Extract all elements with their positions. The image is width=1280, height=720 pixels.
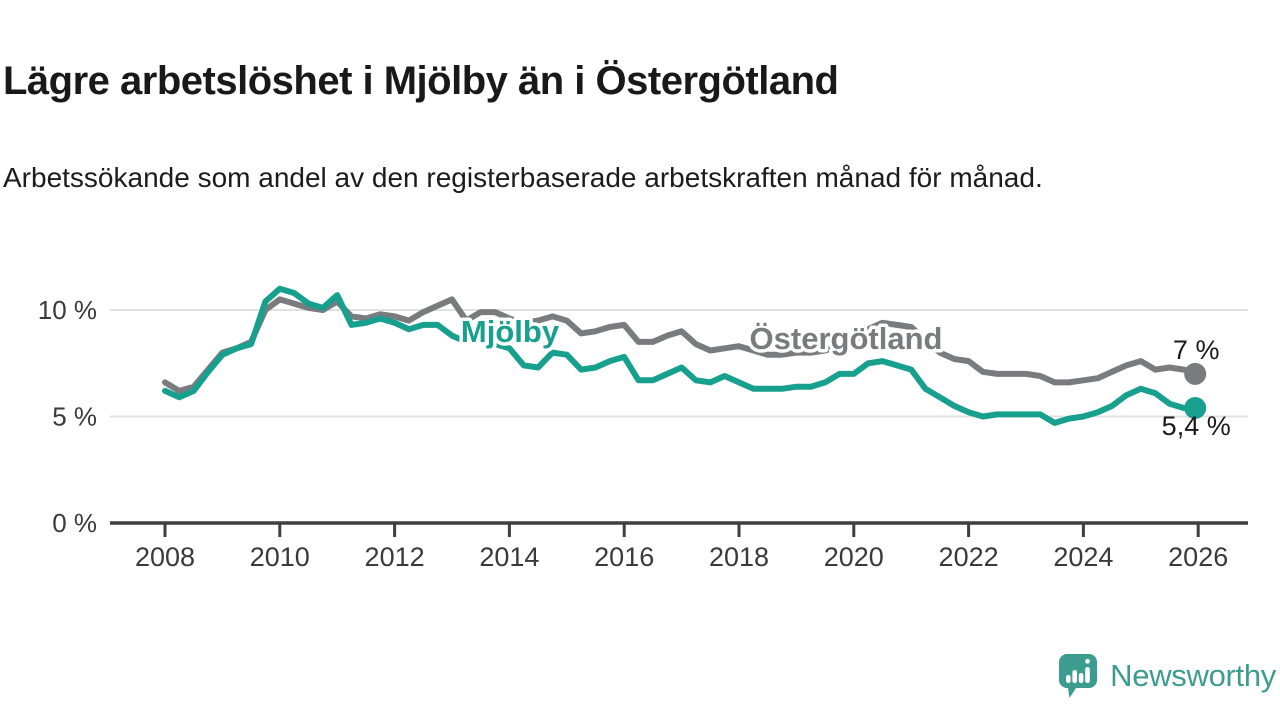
newsworthy-brand: Newsworthy: [1059, 654, 1276, 698]
end-dot-mjlby: [1184, 396, 1207, 419]
series-line-mjlby: [162, 285, 1202, 426]
x-tick-label: 2008: [135, 542, 195, 572]
chart-subtitle: Arbetssökande som andel av den registerb…: [3, 162, 1043, 193]
series-label-stergtland: Östergötland: [750, 321, 943, 356]
y-tick-label: 0 %: [52, 508, 97, 538]
brand-name: Newsworthy: [1110, 658, 1276, 693]
x-tick-label: 2016: [594, 542, 654, 572]
page-title: Lägre arbetslöshet i Mjölby än i Östergö…: [3, 58, 839, 103]
series-label-mjlby: Mjölby: [461, 314, 560, 349]
x-tick-label: 2010: [250, 542, 310, 572]
speech-bubble: [1059, 654, 1098, 698]
x-tick-label: 2026: [1168, 542, 1228, 572]
series-line-stergtland: [162, 296, 1202, 394]
y-tick-label: 5 %: [52, 402, 97, 432]
x-tick-label: 2024: [1053, 542, 1113, 572]
x-tick-label: 2018: [709, 542, 769, 572]
end-value-label-stergtland: 7 %: [1173, 335, 1220, 365]
end-dot-stergtland: [1184, 362, 1207, 385]
x-tick-label: 2014: [479, 542, 539, 572]
x-tick-label: 2022: [939, 542, 999, 572]
y-tick-label: 10 %: [38, 295, 97, 325]
end-value-label-mjlby: 5,4 %: [1162, 411, 1231, 441]
x-tick-label: 2012: [365, 542, 425, 572]
x-tick-label: 2020: [824, 542, 884, 572]
newsworthy-logo-icon: [1059, 654, 1098, 698]
bar-chart-glyph: [1066, 659, 1090, 683]
